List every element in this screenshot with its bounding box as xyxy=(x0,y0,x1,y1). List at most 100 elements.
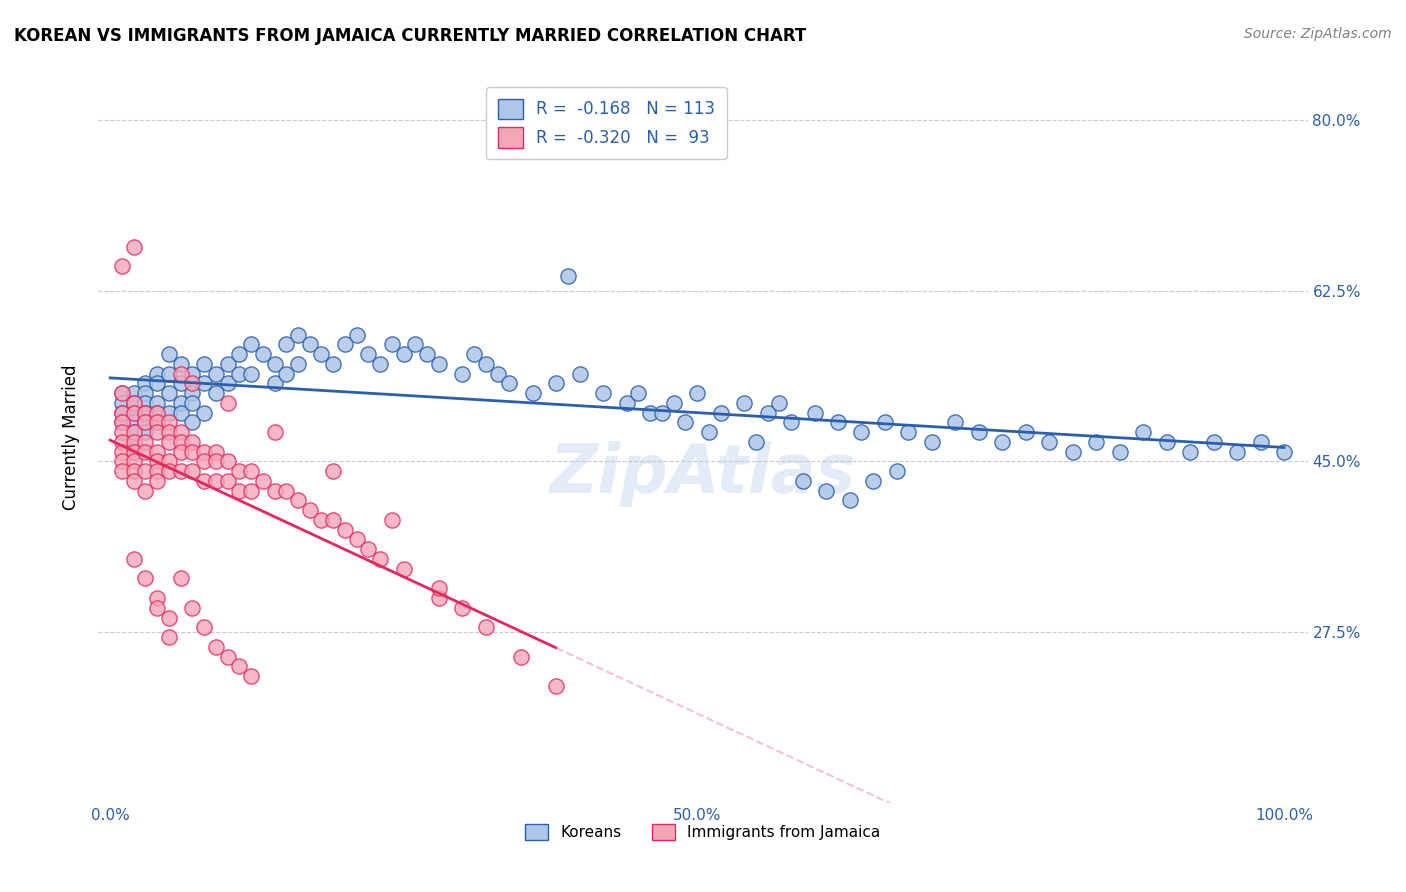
Immigrants from Jamaica xyxy=(368,552,391,566)
Koreans xyxy=(803,406,825,420)
Koreans xyxy=(1226,444,1249,458)
Immigrants from Jamaica xyxy=(298,503,321,517)
Immigrants from Jamaica xyxy=(427,591,450,605)
Immigrants from Jamaica xyxy=(263,483,285,498)
Immigrants from Jamaica xyxy=(111,454,134,468)
Legend: Koreans, Immigrants from Jamaica: Koreans, Immigrants from Jamaica xyxy=(519,818,887,847)
Koreans xyxy=(733,396,755,410)
Immigrants from Jamaica xyxy=(146,600,169,615)
Immigrants from Jamaica xyxy=(134,444,156,458)
Immigrants from Jamaica xyxy=(146,454,169,468)
Koreans xyxy=(311,347,333,361)
Koreans xyxy=(134,396,156,410)
Koreans xyxy=(756,406,779,420)
Koreans xyxy=(710,406,733,420)
Koreans xyxy=(169,357,191,371)
Koreans xyxy=(204,367,226,381)
Koreans xyxy=(592,386,614,401)
Immigrants from Jamaica xyxy=(228,659,250,673)
Koreans xyxy=(322,357,344,371)
Koreans xyxy=(122,434,145,449)
Immigrants from Jamaica xyxy=(240,464,263,478)
Koreans xyxy=(662,396,685,410)
Koreans xyxy=(1015,425,1038,440)
Koreans xyxy=(146,376,169,391)
Koreans xyxy=(181,416,204,430)
Immigrants from Jamaica xyxy=(134,416,156,430)
Immigrants from Jamaica xyxy=(546,679,568,693)
Koreans xyxy=(780,416,803,430)
Koreans xyxy=(146,416,169,430)
Immigrants from Jamaica xyxy=(392,562,415,576)
Immigrants from Jamaica xyxy=(111,444,134,458)
Koreans xyxy=(486,367,509,381)
Koreans xyxy=(886,464,908,478)
Koreans xyxy=(1108,444,1130,458)
Immigrants from Jamaica xyxy=(111,260,134,274)
Koreans xyxy=(169,376,191,391)
Immigrants from Jamaica xyxy=(134,406,156,420)
Koreans xyxy=(616,396,638,410)
Koreans xyxy=(263,376,285,391)
Koreans xyxy=(122,425,145,440)
Koreans xyxy=(228,347,250,361)
Immigrants from Jamaica xyxy=(193,444,215,458)
Immigrants from Jamaica xyxy=(122,434,145,449)
Koreans xyxy=(298,337,321,351)
Immigrants from Jamaica xyxy=(193,620,215,634)
Immigrants from Jamaica xyxy=(322,513,344,527)
Koreans xyxy=(686,386,709,401)
Immigrants from Jamaica xyxy=(217,396,239,410)
Immigrants from Jamaica xyxy=(157,454,180,468)
Koreans xyxy=(557,269,579,284)
Immigrants from Jamaica xyxy=(311,513,333,527)
Koreans xyxy=(122,386,145,401)
Koreans xyxy=(204,386,226,401)
Koreans xyxy=(217,376,239,391)
Immigrants from Jamaica xyxy=(451,600,474,615)
Immigrants from Jamaica xyxy=(181,444,204,458)
Immigrants from Jamaica xyxy=(333,523,356,537)
Koreans xyxy=(568,367,591,381)
Immigrants from Jamaica xyxy=(204,474,226,488)
Koreans xyxy=(240,367,263,381)
Koreans xyxy=(368,357,391,371)
Koreans xyxy=(276,367,298,381)
Koreans xyxy=(815,483,838,498)
Koreans xyxy=(240,337,263,351)
Immigrants from Jamaica xyxy=(169,367,191,381)
Immigrants from Jamaica xyxy=(381,513,404,527)
Koreans xyxy=(792,474,814,488)
Immigrants from Jamaica xyxy=(122,425,145,440)
Immigrants from Jamaica xyxy=(169,444,191,458)
Immigrants from Jamaica xyxy=(134,464,156,478)
Koreans xyxy=(522,386,544,401)
Koreans xyxy=(416,347,439,361)
Koreans xyxy=(193,357,215,371)
Immigrants from Jamaica xyxy=(146,406,169,420)
Immigrants from Jamaica xyxy=(111,386,134,401)
Immigrants from Jamaica xyxy=(204,454,226,468)
Immigrants from Jamaica xyxy=(228,483,250,498)
Immigrants from Jamaica xyxy=(122,444,145,458)
Koreans xyxy=(287,357,309,371)
Koreans xyxy=(1250,434,1272,449)
Immigrants from Jamaica xyxy=(181,464,204,478)
Immigrants from Jamaica xyxy=(322,464,344,478)
Immigrants from Jamaica xyxy=(193,474,215,488)
Immigrants from Jamaica xyxy=(111,425,134,440)
Koreans xyxy=(392,347,415,361)
Immigrants from Jamaica xyxy=(287,493,309,508)
Koreans xyxy=(851,425,873,440)
Koreans xyxy=(1038,434,1060,449)
Immigrants from Jamaica xyxy=(146,474,169,488)
Koreans xyxy=(111,386,134,401)
Immigrants from Jamaica xyxy=(240,669,263,683)
Koreans xyxy=(673,416,696,430)
Koreans xyxy=(134,416,156,430)
Immigrants from Jamaica xyxy=(157,425,180,440)
Text: KOREAN VS IMMIGRANTS FROM JAMAICA CURRENTLY MARRIED CORRELATION CHART: KOREAN VS IMMIGRANTS FROM JAMAICA CURREN… xyxy=(14,27,806,45)
Koreans xyxy=(651,406,673,420)
Koreans xyxy=(357,347,380,361)
Koreans xyxy=(157,367,180,381)
